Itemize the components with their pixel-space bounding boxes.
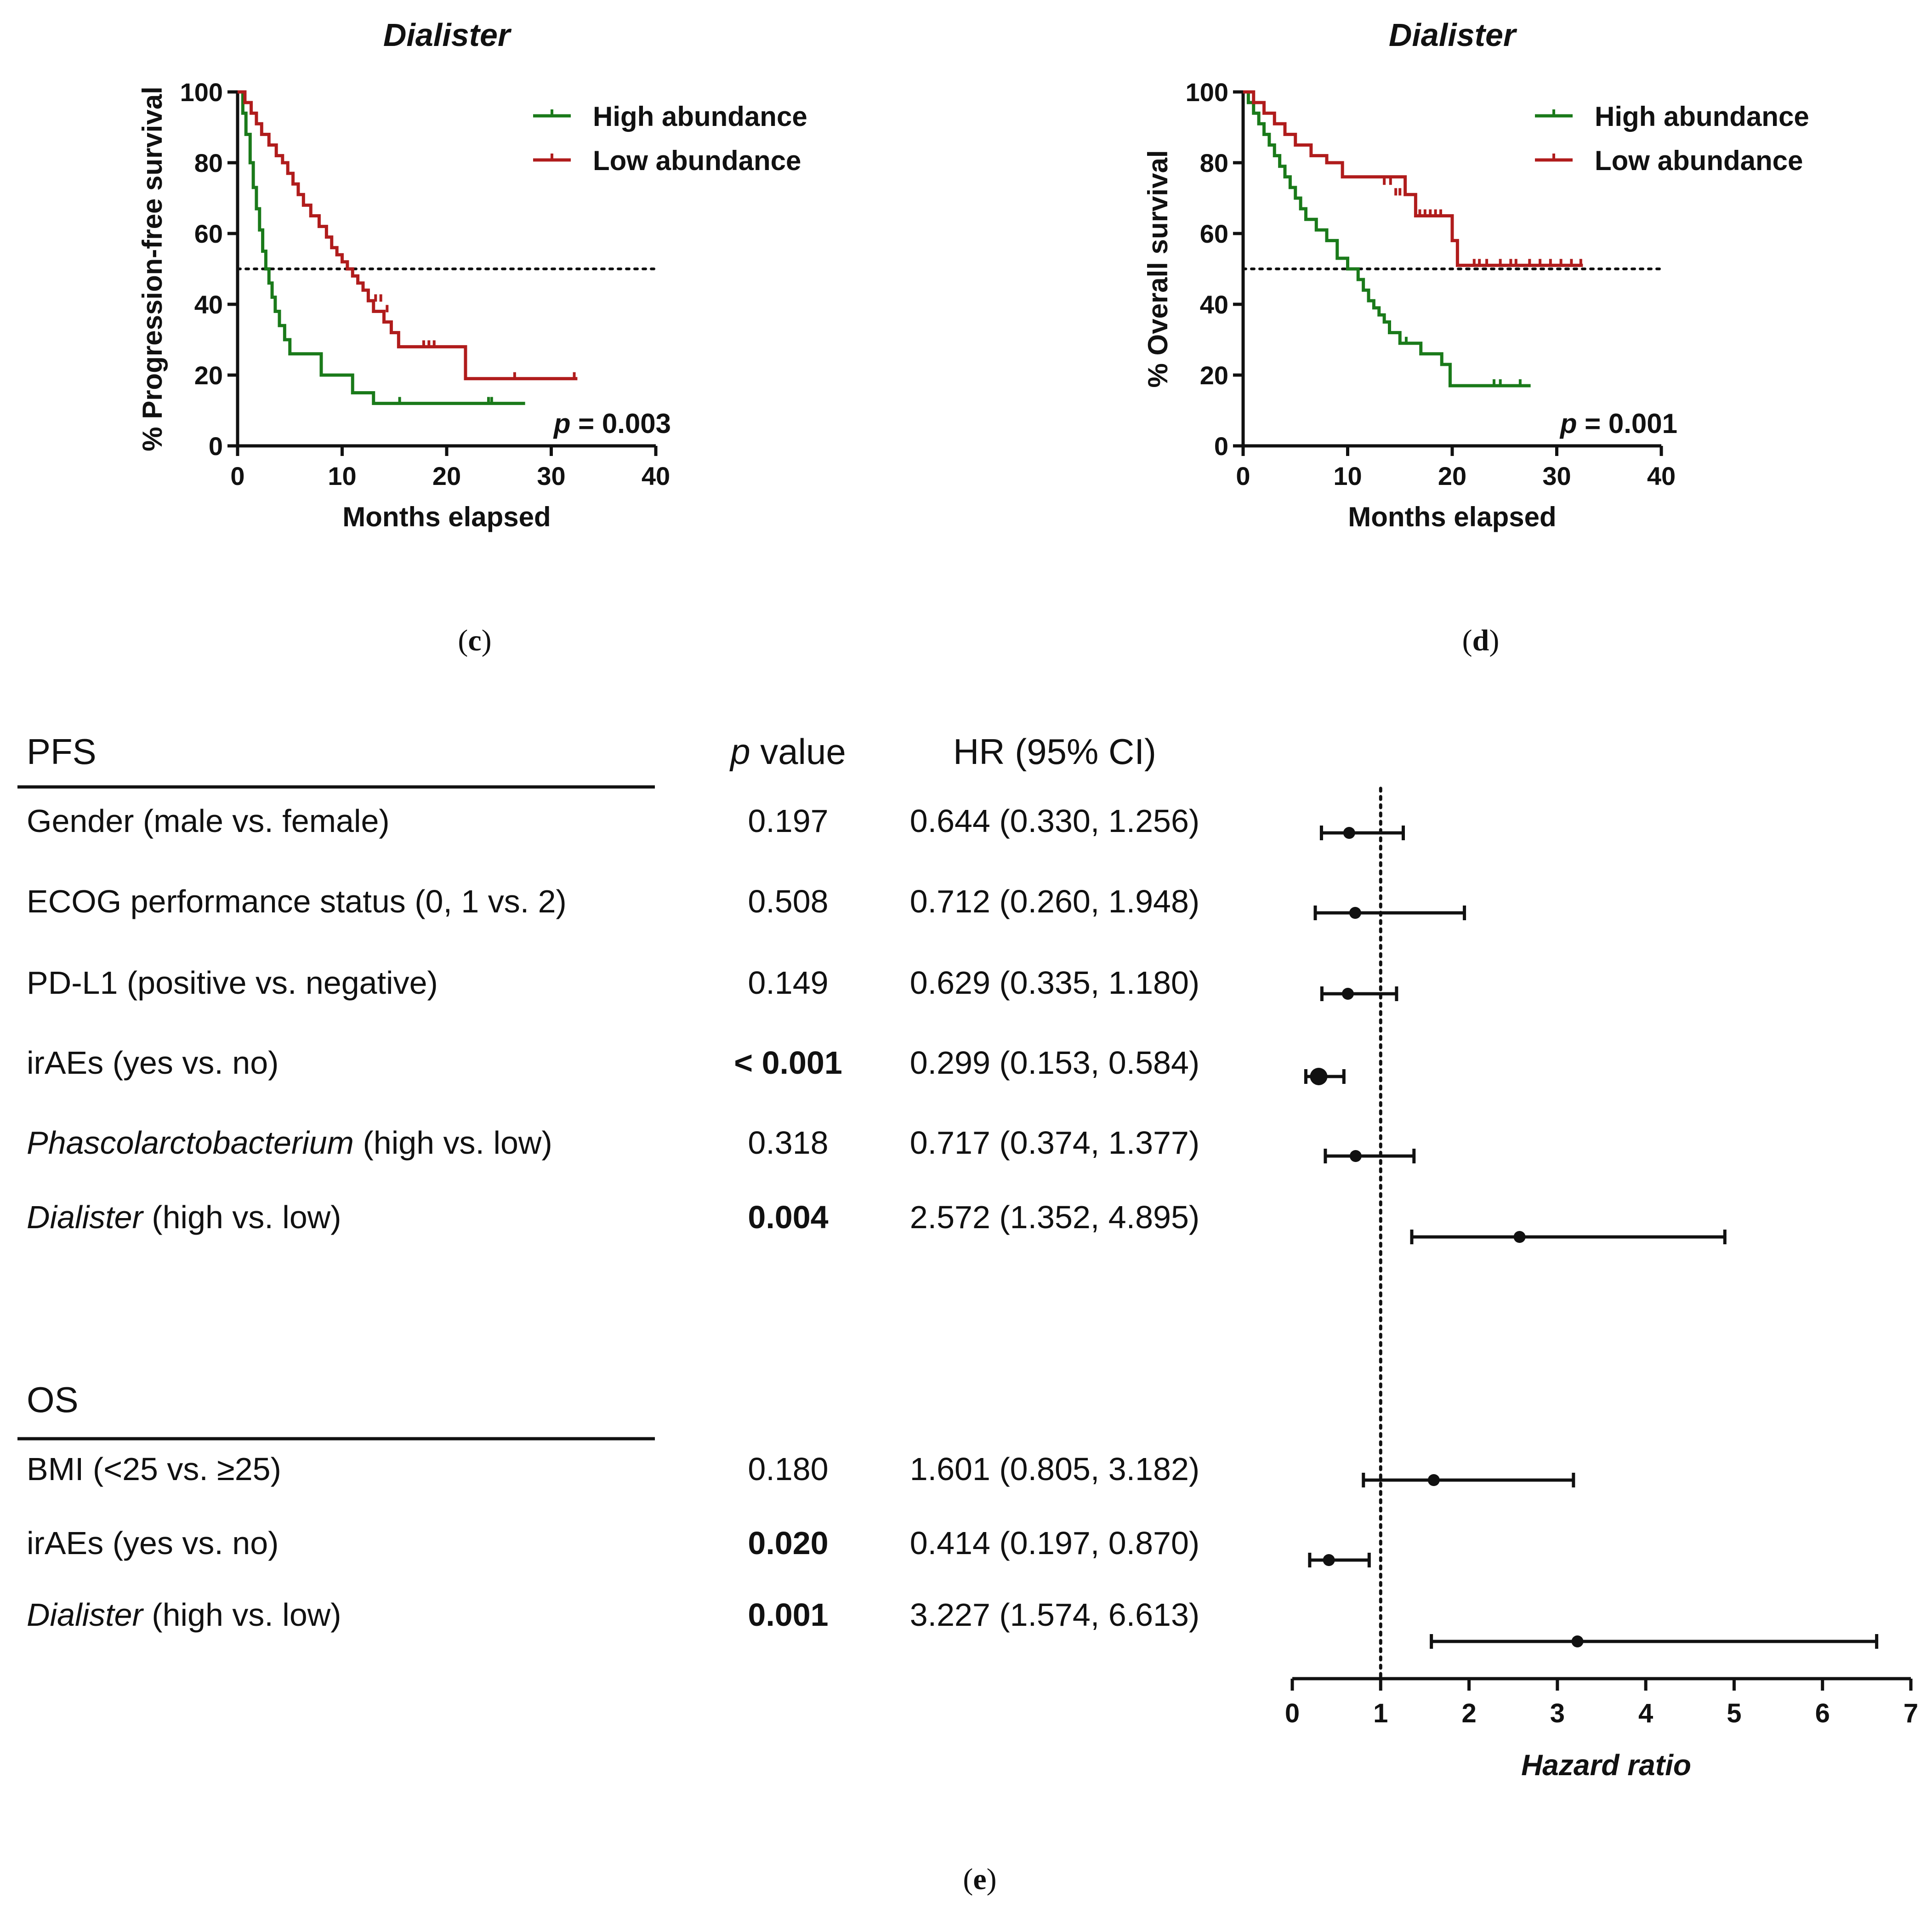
row-p-value: 0.149 [748,965,828,1001]
legend-label-high: High abundance [1595,101,1809,132]
forest-x-tick-label: 5 [1727,1698,1741,1728]
y-tick-label: 0 [1214,432,1228,461]
forest-x-tick-label: 3 [1550,1698,1565,1728]
y-tick-label: 20 [1200,361,1228,390]
forest-x-tick-label: 4 [1638,1698,1653,1728]
x-tick-label: 0 [230,461,244,490]
hr-point [1349,907,1361,919]
km-curve-low [238,90,578,381]
group-title: OS [27,1379,79,1420]
hr-point [1310,1068,1328,1085]
km-panel-c: Dialister 0 10 20 30 40 0 20 40 60 80 100 Months ela… [137,17,807,657]
forest-x-tick-label: 0 [1285,1698,1300,1728]
y-tick-label: 80 [194,148,223,177]
forest-group-pfs: PFS Gender (male vs. female) 0.197 0.644 (0… [17,731,1727,1244]
km-curve-high [238,90,525,405]
row-p-value: 0.180 [748,1451,828,1487]
hr-point [1427,1474,1440,1486]
hr-point [1571,1635,1584,1647]
row-hr-text: 2.572 (1.352, 4.895) [910,1199,1199,1235]
hr-header: HR (95% CI) [953,731,1156,772]
x-tick-label: 10 [1333,461,1362,490]
hr-point [1349,1150,1362,1162]
hr-point [1343,827,1355,839]
y-tick-label: 100 [1186,78,1228,107]
km-curve-low [1243,90,1583,267]
row-p-value: 0.508 [748,883,828,919]
row-p-value: 0.318 [748,1125,828,1161]
row-hr-text: 0.712 (0.260, 1.948) [910,883,1199,919]
row-p-value: 0.020 [748,1525,828,1561]
y-axis-label: % Overall survival [1142,150,1173,388]
x-tick-label: 40 [642,461,670,490]
row-hr-text: 0.629 (0.335, 1.180) [910,965,1199,1001]
forest-group-os: OS BMI (<25 vs. ≥25) 0.180 1.601 (0.805, 3.… [17,1379,1879,1649]
row-label: Gender (male vs. female) [27,803,390,839]
row-hr-text: 0.299 (0.153, 0.584) [910,1045,1199,1081]
row-hr-text: 0.414 (0.197, 0.870) [910,1525,1199,1561]
x-axis-label: Months elapsed [342,501,551,532]
row-hr-text: 0.644 (0.330, 1.256) [910,803,1199,839]
panel-label: (e) [963,1863,996,1896]
x-tick-label: 40 [1647,461,1676,490]
p-value-label: p = 0.003 [553,408,671,439]
y-tick-label: 60 [1200,219,1228,248]
forest-x-tick-label: 7 [1904,1698,1918,1728]
row-p-value: 0.001 [748,1597,828,1633]
row-p-value: 0.197 [748,803,828,839]
row-label: Dialister (high vs. low) [27,1199,341,1235]
y-tick-label: 100 [180,78,223,107]
forest-x-tick-label: 1 [1373,1698,1388,1728]
hr-point [1341,988,1354,1000]
row-p-value: < 0.001 [734,1045,842,1081]
y-tick-label: 40 [194,290,223,319]
row-label: ECOG performance status (0, 1 vs. 2) [27,883,567,919]
legend-label-low: Low abundance [593,145,801,176]
forest-x-axis-label: Hazard ratio [1521,1749,1691,1782]
legend-label-high: High abundance [593,101,807,132]
km-title: Dialister [383,17,512,53]
row-label: Phascolarctobacterium (high vs. low) [27,1125,552,1161]
p-value-header: p value [729,731,846,772]
y-tick-label: 60 [194,219,223,248]
x-tick-label: 20 [432,461,461,490]
forest-x-tick-label: 2 [1461,1698,1476,1728]
legend-label-low: Low abundance [1595,145,1803,176]
row-label: Dialister (high vs. low) [27,1597,341,1633]
x-axis-label: Months elapsed [1348,501,1556,532]
row-hr-text: 0.717 (0.374, 1.377) [910,1125,1199,1161]
row-p-value: 0.004 [748,1199,828,1235]
forest-panel: p value HR (95% CI) PFS Gender (male vs. fe… [17,731,1918,1896]
forest-x-tick-label: 6 [1815,1698,1830,1728]
group-title: PFS [27,731,97,772]
hr-point [1513,1231,1526,1243]
y-tick-label: 80 [1200,148,1228,177]
row-label: irAEs (yes vs. no) [27,1525,278,1561]
y-tick-label: 20 [194,361,223,390]
x-tick-label: 30 [537,461,565,490]
km-curve-high [1243,90,1531,387]
x-tick-label: 20 [1438,461,1466,490]
row-hr-text: 3.227 (1.574, 6.613) [910,1597,1199,1633]
y-tick-label: 40 [1200,290,1228,319]
row-label: BMI (<25 vs. ≥25) [27,1451,281,1487]
panel-label: (d) [1462,624,1500,657]
x-tick-label: 10 [328,461,356,490]
x-tick-label: 0 [1236,461,1250,490]
km-panel-d: Dialister 0 10 20 30 40 0 20 40 60 80 100 Months ela… [1142,17,1809,657]
row-hr-text: 1.601 (0.805, 3.182) [910,1451,1199,1487]
panel-label: (c) [458,624,491,657]
y-axis-label: % Progression-free survival [137,86,168,451]
row-label: irAEs (yes vs. no) [27,1045,278,1081]
p-value-label: p = 0.001 [1559,408,1677,439]
x-tick-label: 30 [1542,461,1571,490]
hr-point [1323,1554,1335,1566]
row-label: PD-L1 (positive vs. negative) [27,965,438,1001]
y-tick-label: 0 [209,432,223,461]
km-title: Dialister [1389,17,1517,53]
